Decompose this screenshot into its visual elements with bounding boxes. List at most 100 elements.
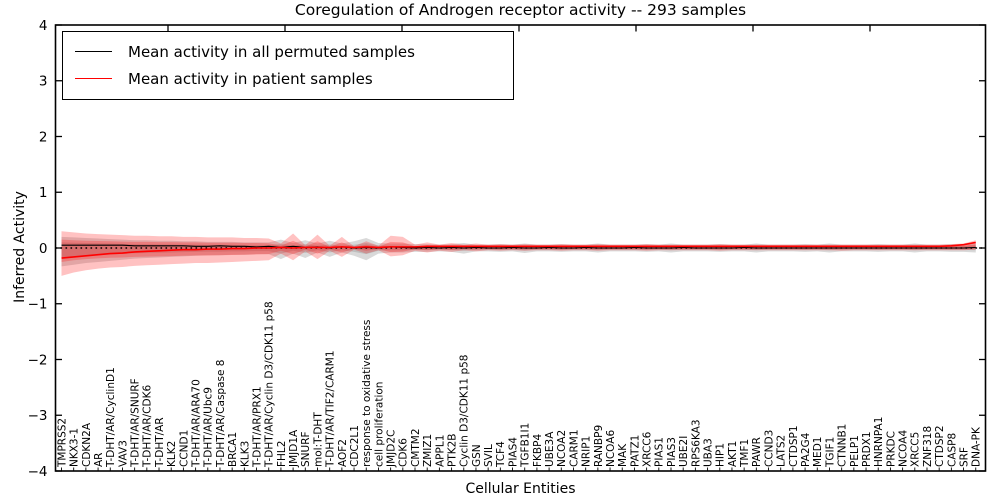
- x-tick-label: AR: [93, 453, 105, 467]
- x-tick-label: CTDSP2: [934, 425, 946, 467]
- x-tick-label: GSN: [471, 444, 483, 467]
- x-tick-label: TCF4: [495, 441, 507, 468]
- chart-title: Coregulation of Androgen receptor activi…: [294, 1, 747, 19]
- x-tick-label: CARM1: [568, 429, 580, 467]
- x-tick-label: CDKN2A: [81, 422, 93, 467]
- x-tick-label: APPL1: [434, 435, 446, 467]
- series-line-permuted: [61, 244, 976, 249]
- x-tick-label: UBA3: [702, 438, 714, 467]
- permuted-line-swatch: [75, 51, 112, 52]
- legend-label: Mean activity in all permuted samples: [128, 42, 415, 61]
- x-tick-label: TGIF1: [824, 437, 836, 468]
- x-tick-label: JMJD2C: [386, 430, 398, 468]
- series-line-patient: [61, 241, 976, 259]
- x-tick-label: T-DHT/AR/CyclinD1: [105, 367, 117, 468]
- x-tick-label: XRCC5: [910, 432, 922, 467]
- x-tick-label: HNRNPA1: [873, 417, 885, 467]
- x-tick-label: SVIL: [483, 444, 495, 467]
- x-tick-label: KLK2: [166, 441, 178, 467]
- x-tick-label: DNA-PK: [971, 426, 983, 467]
- x-tick-label: FKBP4: [532, 434, 544, 467]
- x-tick-label: mol:T-DHT: [312, 412, 324, 467]
- x-tick-label: SNURF: [300, 431, 312, 467]
- y-axis-label: Inferred Activity: [12, 191, 28, 303]
- patient-samples-band: [61, 231, 976, 276]
- y-tick-label: −1: [28, 297, 48, 313]
- x-tick-label: T-DHT/AR/TIF2/CARM1: [325, 350, 337, 468]
- y-tick-label: −3: [28, 408, 48, 424]
- x-tick-label: TMPRSS2: [56, 418, 68, 468]
- x-tick-label: HIP1: [715, 443, 727, 467]
- x-tick-label: CDC2L1: [349, 425, 361, 467]
- patient-samples-band: [61, 239, 976, 262]
- x-tick-label: cell proliferation: [373, 382, 385, 467]
- x-tick-label: AKT1: [727, 441, 739, 467]
- x-tick-label: T-DHT/AR/Ubc9: [203, 387, 215, 468]
- permuted-samples-band: [61, 236, 976, 267]
- x-tick-label: PIAS3: [666, 437, 678, 467]
- x-tick-label: CCND1: [178, 430, 190, 467]
- x-tick-label: TGFB1I1: [520, 423, 532, 468]
- y-tick-label: −2: [28, 352, 48, 368]
- x-tick-label: CTNNB1: [837, 424, 849, 467]
- x-tick-label: T-DHT/AR/ARA70: [190, 379, 202, 468]
- x-tick-label: response to oxidative stress: [361, 320, 373, 467]
- y-tick-label: 4: [39, 18, 48, 34]
- x-tick-label: PIAS4: [507, 437, 519, 467]
- y-tick-label: 1: [39, 185, 48, 201]
- x-tick-label: AOF2: [337, 439, 349, 467]
- x-tick-label: CMTM2: [410, 428, 422, 467]
- x-tick-label: PAWR: [751, 437, 763, 467]
- x-tick-label: T-DHT/AR: [154, 417, 166, 468]
- x-tick-label: VAV3: [117, 440, 129, 467]
- legend-item-permuted: Mean activity in all permuted samples: [63, 38, 513, 65]
- x-tick-label: PRKDC: [885, 431, 897, 467]
- x-tick-label: PTK2B: [446, 433, 458, 467]
- x-tick-label: T-DHT/AR/CDK6: [142, 385, 154, 468]
- x-tick-label: CASP8: [946, 433, 958, 467]
- x-tick-label: MED1: [812, 437, 824, 467]
- x-tick-label: T-DHT/AR/Caspase 8: [215, 360, 227, 468]
- patient-line-swatch: [75, 78, 112, 79]
- x-tick-label: JMJD1A: [288, 429, 300, 468]
- x-tick-label: ZMIZ1: [422, 434, 434, 467]
- x-axis-label: Cellular Entities: [465, 481, 576, 497]
- x-tick-label: CTDSP1: [788, 425, 800, 467]
- y-tick-label: 2: [39, 129, 48, 145]
- x-tick-label: UBE2I: [678, 436, 690, 467]
- x-tick-label: NCOA2: [556, 430, 568, 467]
- x-tick-label: PATZ1: [629, 435, 641, 467]
- x-tick-label: T-DHT/AR/PRX1: [251, 386, 263, 468]
- x-tick-label: NCOA4: [898, 430, 910, 467]
- x-tick-label: UBE3A: [544, 431, 556, 467]
- x-tick-label: TMF1: [739, 439, 751, 468]
- x-tick-label: RPS6KA3: [690, 419, 702, 467]
- x-tick-label: PELP1: [849, 435, 861, 467]
- x-tick-label: NRIP1: [581, 436, 593, 467]
- x-tick-label: NKX3-1: [69, 428, 81, 467]
- x-tick-label: RANBP9: [593, 425, 605, 467]
- x-tick-label: MAK: [617, 443, 629, 467]
- y-tick-label: 3: [39, 74, 48, 90]
- x-tick-label: Cyclin D3/CDK11 p58: [459, 355, 471, 467]
- x-tick-label: FHL2: [276, 441, 288, 467]
- x-tick-label: KLK3: [239, 441, 251, 467]
- x-tick-label: PA2G4: [800, 432, 812, 467]
- legend: Mean activity in all permuted samples Me…: [62, 31, 514, 100]
- x-tick-label: BRCA1: [227, 432, 239, 467]
- legend-item-patient: Mean activity in patient samples: [63, 65, 513, 92]
- x-tick-label: T-DHT/AR/SNURF: [130, 378, 142, 468]
- x-tick-label: SRF: [958, 447, 970, 467]
- y-tick-label: −4: [28, 464, 48, 480]
- x-tick-label: PRDX1: [861, 431, 873, 467]
- x-tick-label: CDK6: [398, 438, 410, 467]
- x-tick-label: ZNF318: [922, 426, 934, 467]
- x-tick-label: CCND3: [763, 430, 775, 467]
- x-tick-label: XRCC6: [642, 431, 654, 467]
- x-tick-label: LATS2: [776, 435, 788, 467]
- x-tick-label: PIAS1: [654, 437, 666, 467]
- x-tick-label: NCOA6: [605, 430, 617, 467]
- y-tick-label: 0: [39, 241, 48, 257]
